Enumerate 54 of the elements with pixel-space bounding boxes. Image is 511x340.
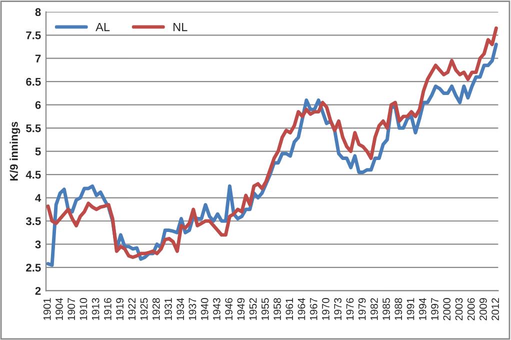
y-tick-label: 4	[35, 194, 42, 202]
x-tick-label: 1988	[394, 298, 402, 320]
y-tick-label: 6.5	[26, 78, 41, 86]
y-tick-label: 8	[35, 8, 41, 16]
x-tick-label: 1961	[286, 298, 294, 320]
x-tick-label: 1982	[370, 298, 378, 320]
x-tick-label: 1931	[164, 298, 172, 320]
x-tick-label: 1946	[225, 298, 233, 320]
x-tick-label: 1991	[406, 298, 414, 320]
legend-label: NL	[174, 22, 188, 32]
x-tick-label: 1994	[418, 298, 426, 320]
x-tick-label: 1964	[298, 298, 306, 320]
x-tick-label: 1910	[80, 298, 88, 320]
x-tick-label: 1949	[237, 298, 245, 320]
x-tick-label: 1919	[116, 298, 124, 320]
y-tick-label: 3	[35, 240, 41, 248]
y-tick-label: 5.5	[26, 124, 41, 132]
x-tick-label: 1940	[200, 298, 208, 320]
x-tick-label: 1976	[346, 298, 354, 320]
x-tick-label: 1979	[358, 298, 366, 320]
x-tick-label: 1952	[249, 298, 257, 320]
x-tick-label: 2003	[455, 298, 463, 320]
x-tick-label: 1928	[152, 298, 160, 320]
x-tick-label: 1937	[188, 298, 196, 320]
x-tick-label: 1970	[322, 298, 330, 320]
x-tick-label: 1958	[274, 298, 281, 320]
x-tick-label: 1925	[140, 298, 148, 320]
x-tick-label: 2006	[467, 298, 475, 320]
x-tick-label: 1907	[68, 298, 76, 320]
x-tick-label: 2009	[480, 298, 487, 320]
x-tick-label: 1916	[104, 298, 112, 320]
x-tick-label: 1997	[431, 298, 438, 320]
y-tick-label: 5	[35, 148, 41, 156]
x-tick-label: 1943	[213, 298, 220, 320]
x-tick-label: 1967	[310, 298, 318, 320]
x-tick-label: 1922	[128, 298, 136, 320]
x-tick-label: 1913	[92, 298, 100, 320]
legend-label: AL	[96, 22, 110, 32]
y-axis-title: K/9 innings	[10, 122, 20, 180]
y-tick-label: 7.5	[26, 32, 41, 40]
y-tick-label: 7	[35, 54, 41, 62]
y-tick-label: 2	[35, 286, 41, 295]
x-tick-label: 1985	[382, 298, 390, 320]
y-tick-label: 4.5	[26, 170, 41, 179]
y-tick-label: 6	[35, 101, 41, 109]
x-tick-label: 1934	[176, 298, 184, 320]
x-tick-label: 1904	[56, 298, 63, 320]
x-tick-label: 1901	[43, 298, 51, 320]
x-tick-label: 1955	[261, 298, 269, 320]
x-tick-label: 2012	[492, 298, 499, 320]
x-tick-label: 1973	[334, 298, 342, 320]
x-tick-label: 2000	[443, 298, 451, 320]
y-tick-label: 2.5	[26, 264, 41, 272]
y-tick-label: 3.5	[26, 217, 41, 226]
